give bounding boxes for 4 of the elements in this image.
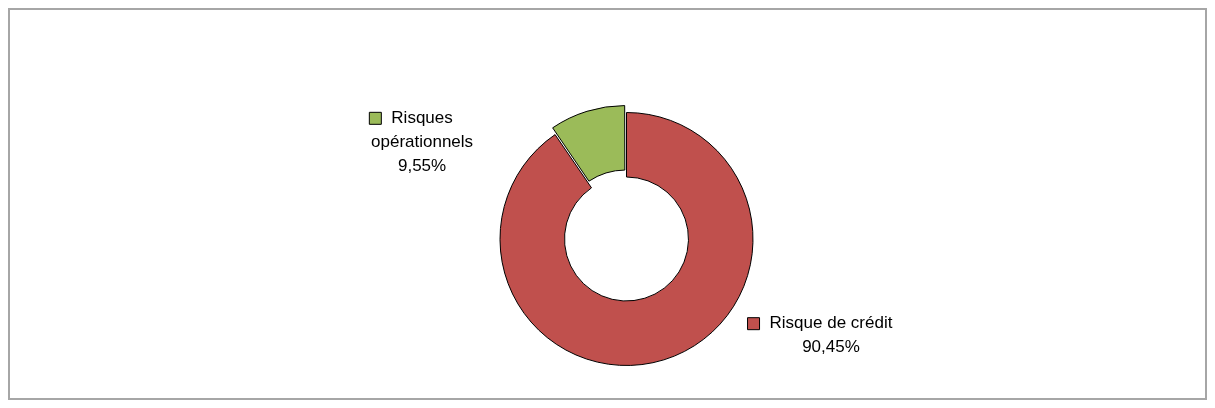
data-label: 9,55% [397, 156, 447, 176]
legend-label: Risque de crédit [769, 313, 893, 333]
data-label: 90,45% [802, 337, 860, 357]
legend-label: Risques opérationnels [371, 108, 474, 152]
